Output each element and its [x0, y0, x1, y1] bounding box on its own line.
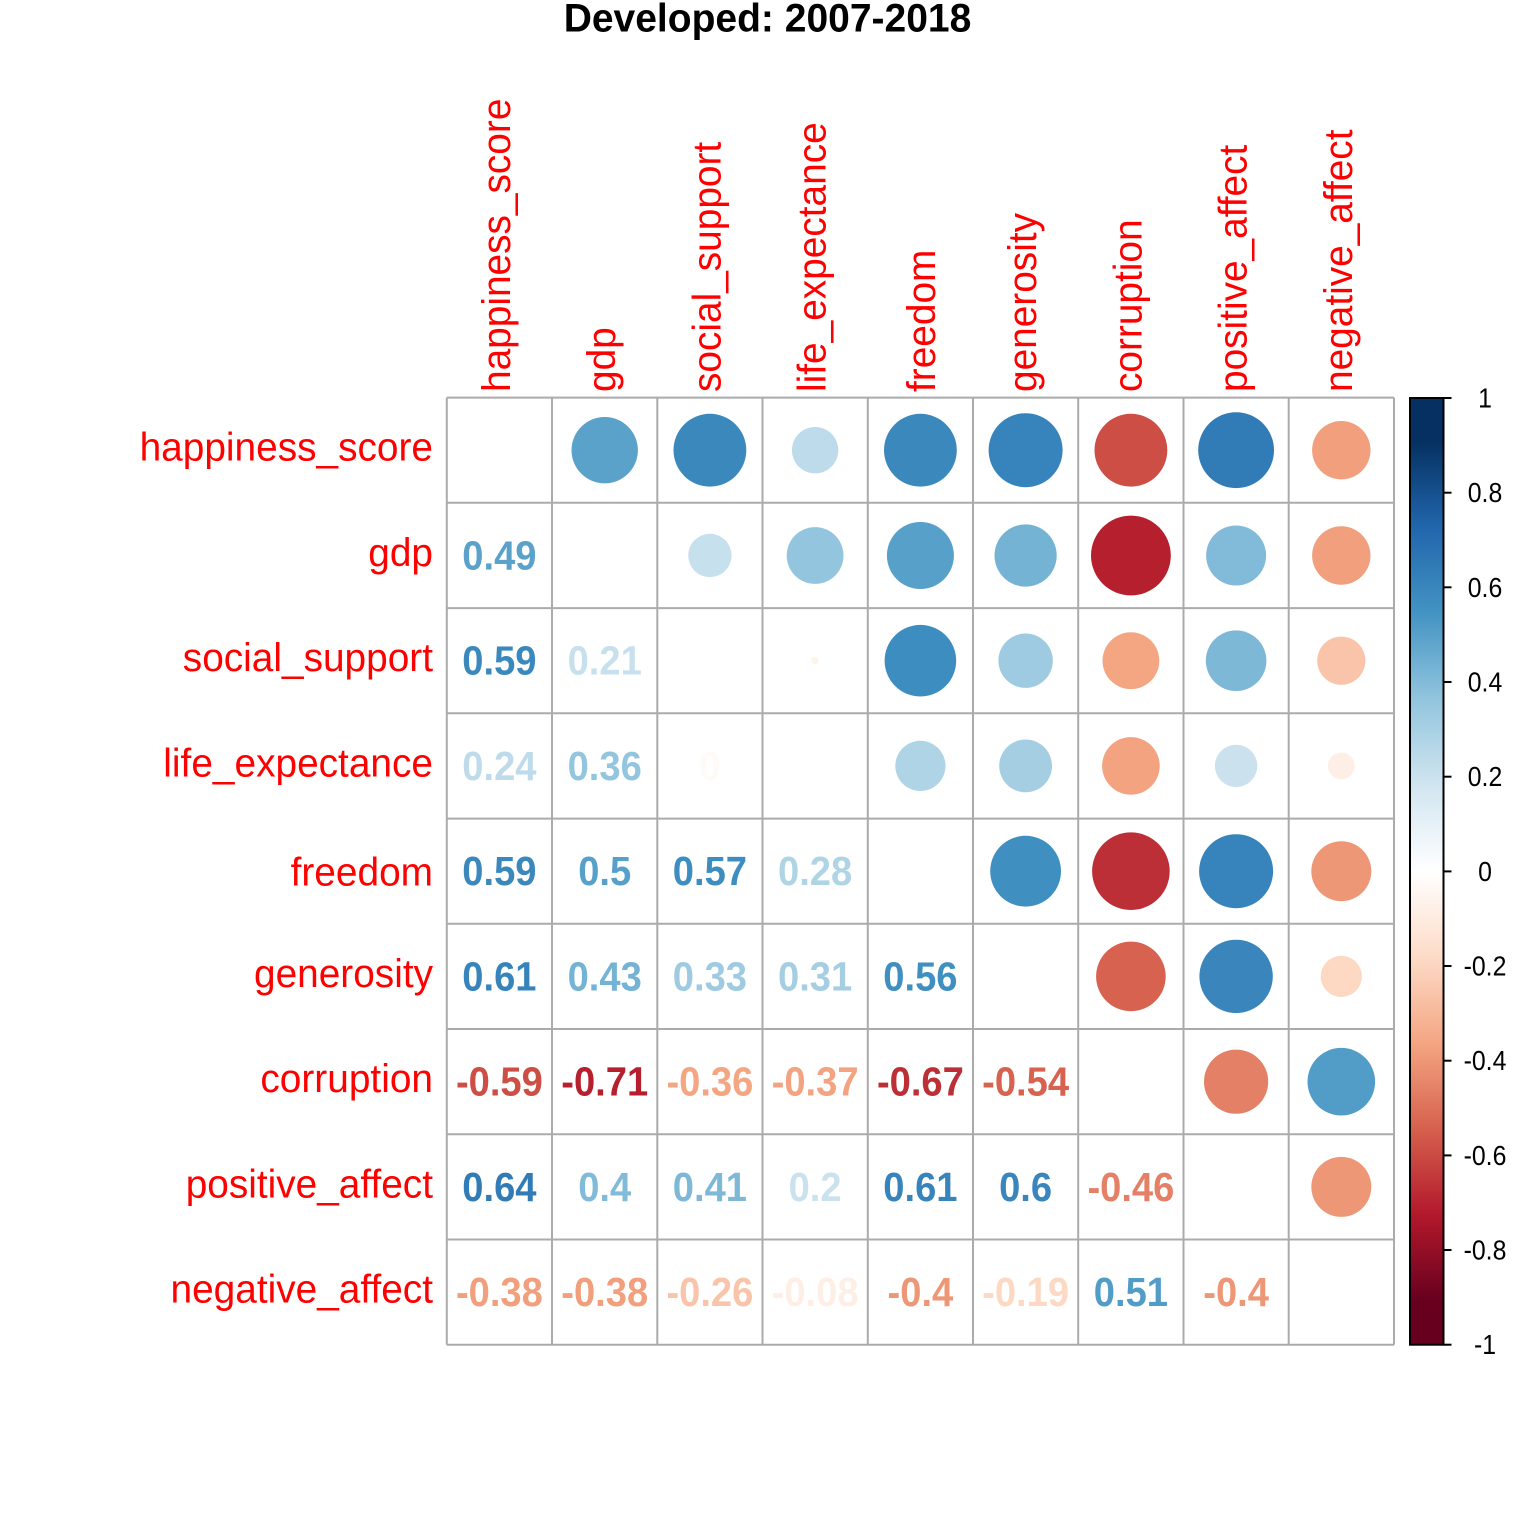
svg-text:0.2: 0.2: [1468, 761, 1503, 792]
svg-text:0: 0: [1478, 856, 1492, 887]
svg-text:social_support: social_support: [685, 142, 729, 392]
svg-text:0.24: 0.24: [462, 743, 536, 789]
svg-text:0.43: 0.43: [568, 953, 642, 999]
svg-text:-0.08: -0.08: [772, 1269, 859, 1315]
svg-text:-0.59: -0.59: [456, 1059, 543, 1105]
svg-text:0.49: 0.49: [462, 533, 536, 579]
svg-text:-0.36: -0.36: [666, 1059, 753, 1105]
svg-text:-0.26: -0.26: [666, 1269, 753, 1315]
svg-text:generosity: generosity: [254, 952, 433, 996]
svg-text:happiness_score: happiness_score: [140, 426, 433, 470]
svg-text:0.51: 0.51: [1094, 1269, 1168, 1315]
svg-text:0.33: 0.33: [673, 953, 747, 999]
svg-text:-0.8: -0.8: [1464, 1235, 1507, 1266]
svg-text:0.59: 0.59: [462, 638, 536, 684]
svg-text:-0.37: -0.37: [772, 1059, 859, 1105]
svg-text:life_expectance: life_expectance: [163, 741, 433, 785]
svg-text:corruption: corruption: [1106, 219, 1150, 392]
svg-text:0.21: 0.21: [568, 638, 642, 684]
svg-text:freedom: freedom: [291, 851, 433, 895]
svg-text:1: 1: [1478, 383, 1492, 414]
svg-text:-0.2: -0.2: [1464, 951, 1507, 982]
svg-text:-0.38: -0.38: [561, 1269, 648, 1315]
svg-text:0.64: 0.64: [462, 1164, 536, 1210]
svg-text:0: 0: [699, 743, 720, 789]
svg-text:-0.6: -0.6: [1464, 1140, 1507, 1171]
svg-text:corruption: corruption: [260, 1057, 433, 1101]
svg-text:0.6: 0.6: [999, 1164, 1052, 1210]
svg-text:0.6: 0.6: [1468, 572, 1503, 603]
svg-text:0.59: 0.59: [462, 848, 536, 894]
svg-text:negative_affect: negative_affect: [1317, 130, 1361, 393]
svg-text:0.2: 0.2: [789, 1164, 842, 1210]
svg-text:-1: -1: [1474, 1329, 1496, 1360]
svg-text:freedom: freedom: [900, 250, 944, 392]
svg-text:0.56: 0.56: [883, 953, 957, 999]
svg-text:0.8: 0.8: [1468, 477, 1503, 508]
svg-text:social_support: social_support: [183, 636, 433, 680]
svg-text:-0.46: -0.46: [1087, 1164, 1174, 1210]
svg-text:0.36: 0.36: [568, 743, 642, 789]
svg-text:life_expectance: life_expectance: [791, 122, 835, 392]
svg-text:0.4: 0.4: [578, 1164, 631, 1210]
svg-text:0.61: 0.61: [883, 1164, 957, 1210]
svg-text:positive_affect: positive_affect: [1212, 145, 1256, 392]
svg-text:0.28: 0.28: [778, 848, 852, 894]
svg-text:-0.4: -0.4: [1464, 1045, 1507, 1076]
svg-text:0.31: 0.31: [778, 953, 852, 999]
svg-text:Developed: 2007-2018: Developed: 2007-2018: [564, 0, 972, 41]
svg-text:0.57: 0.57: [673, 848, 747, 894]
svg-text:0.4: 0.4: [1468, 667, 1503, 698]
svg-text:0.41: 0.41: [673, 1164, 747, 1210]
svg-text:-0.54: -0.54: [982, 1059, 1069, 1105]
svg-text:-0.4: -0.4: [1203, 1269, 1269, 1315]
svg-text:-0.4: -0.4: [888, 1269, 954, 1315]
svg-text:positive_affect: positive_affect: [186, 1162, 433, 1206]
svg-text:gdp: gdp: [580, 327, 624, 392]
svg-text:0.5: 0.5: [578, 848, 631, 894]
svg-text:-0.71: -0.71: [561, 1059, 648, 1105]
svg-text:gdp: gdp: [368, 531, 433, 575]
svg-text:-0.38: -0.38: [456, 1269, 543, 1315]
svg-text:-0.19: -0.19: [982, 1269, 1069, 1315]
svg-text:generosity: generosity: [1001, 213, 1045, 392]
svg-text:negative_affect: negative_affect: [171, 1268, 434, 1312]
svg-text:happiness_score: happiness_score: [475, 99, 519, 392]
svg-text:0.61: 0.61: [462, 953, 536, 999]
svg-text:-0.67: -0.67: [877, 1059, 964, 1105]
